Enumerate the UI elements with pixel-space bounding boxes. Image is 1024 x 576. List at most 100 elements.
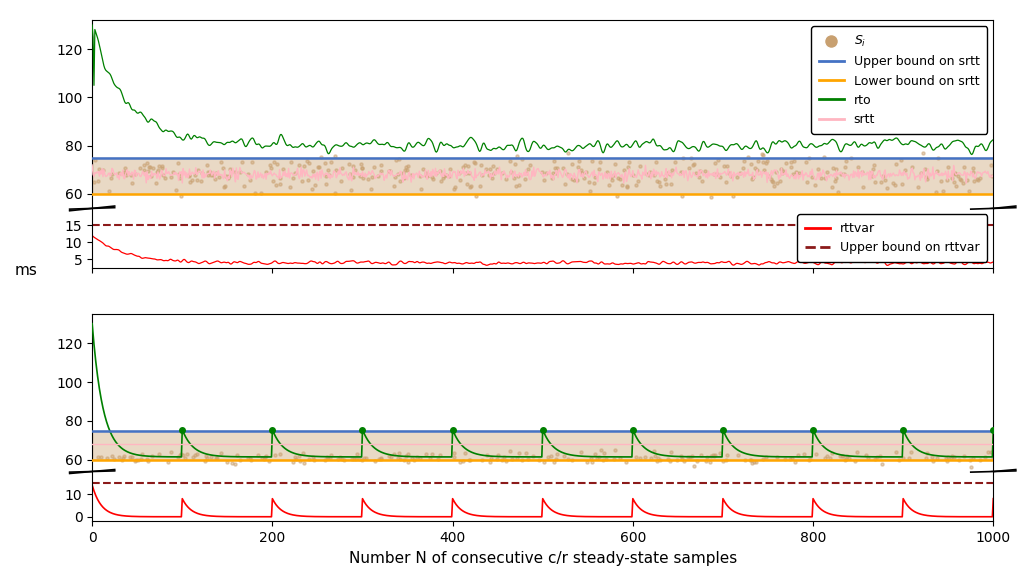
Point: [262, 164, 279, 173]
Point: [397, 452, 414, 461]
Point: [321, 170, 337, 180]
Point: [972, 173, 988, 182]
Point: [534, 168, 550, 177]
Point: [903, 448, 920, 457]
Point: [480, 170, 497, 180]
Point: [522, 160, 539, 169]
Point: [667, 157, 683, 166]
Point: [432, 450, 449, 460]
Point: [478, 164, 495, 173]
Point: [556, 452, 572, 461]
Point: [102, 173, 119, 182]
Point: [387, 173, 403, 182]
Point: [178, 450, 195, 459]
Point: [124, 179, 140, 188]
Point: [707, 158, 723, 168]
Point: [173, 191, 189, 200]
Point: [849, 448, 865, 457]
Point: [686, 461, 702, 470]
Point: [422, 454, 438, 463]
Point: [775, 166, 792, 176]
Point: [514, 154, 530, 163]
Point: [343, 185, 359, 194]
Point: [229, 450, 246, 460]
Point: [786, 458, 803, 467]
Point: [595, 455, 611, 464]
Point: [132, 164, 148, 173]
Point: [458, 168, 474, 177]
Point: [207, 175, 223, 184]
Point: [685, 161, 701, 170]
Point: [893, 156, 909, 165]
Point: [888, 447, 904, 456]
Legend: rttvar, Upper bound on rttvar: rttvar, Upper bound on rttvar: [798, 214, 987, 262]
Point: [566, 175, 583, 184]
Point: [816, 173, 833, 183]
Point: [474, 170, 490, 179]
Point: [610, 173, 627, 183]
Point: [430, 454, 446, 464]
Point: [918, 172, 934, 181]
Point: [272, 173, 289, 182]
Point: [445, 453, 462, 462]
Point: [749, 166, 765, 175]
Point: [462, 183, 478, 192]
Point: [629, 180, 645, 190]
Point: [833, 169, 849, 178]
Point: [790, 450, 806, 460]
Point: [459, 179, 475, 188]
Point: [148, 167, 165, 176]
Point: [563, 455, 580, 464]
Point: [451, 168, 467, 177]
Point: [371, 454, 387, 463]
Point: [140, 457, 157, 466]
Point: [743, 458, 760, 467]
Point: [933, 177, 949, 186]
Point: [425, 175, 441, 184]
Point: [182, 177, 199, 187]
Point: [502, 446, 518, 456]
Point: [596, 448, 612, 457]
Point: [471, 181, 487, 191]
Point: [680, 453, 696, 462]
Point: [559, 170, 575, 179]
Point: [827, 164, 844, 173]
Point: [498, 457, 514, 466]
Point: [706, 451, 722, 460]
Point: [951, 455, 968, 464]
Point: [177, 454, 194, 463]
Point: [299, 176, 315, 185]
Point: [649, 456, 666, 465]
Point: [568, 175, 585, 184]
Point: [220, 173, 237, 183]
Point: [328, 151, 344, 161]
Point: [185, 453, 202, 462]
Point: [735, 157, 752, 166]
Point: [919, 175, 935, 184]
Point: [507, 159, 523, 168]
Point: [118, 170, 134, 179]
Point: [546, 156, 562, 165]
Point: [682, 153, 698, 162]
Point: [468, 191, 484, 200]
Point: [858, 450, 874, 460]
Point: [703, 451, 720, 460]
Point: [509, 453, 525, 463]
Point: [871, 452, 888, 461]
Point: [732, 168, 749, 177]
Point: [410, 453, 426, 462]
Point: [347, 166, 364, 175]
Point: [268, 180, 285, 190]
Point: [839, 451, 855, 460]
Point: [920, 449, 936, 458]
Point: [702, 457, 719, 466]
Point: [354, 455, 371, 464]
Point: [743, 175, 760, 184]
Point: [242, 175, 258, 184]
Point: [651, 177, 668, 187]
Point: [154, 163, 170, 172]
Point: [719, 162, 735, 171]
Point: [593, 445, 609, 454]
Point: [391, 448, 408, 457]
Point: [854, 182, 870, 191]
